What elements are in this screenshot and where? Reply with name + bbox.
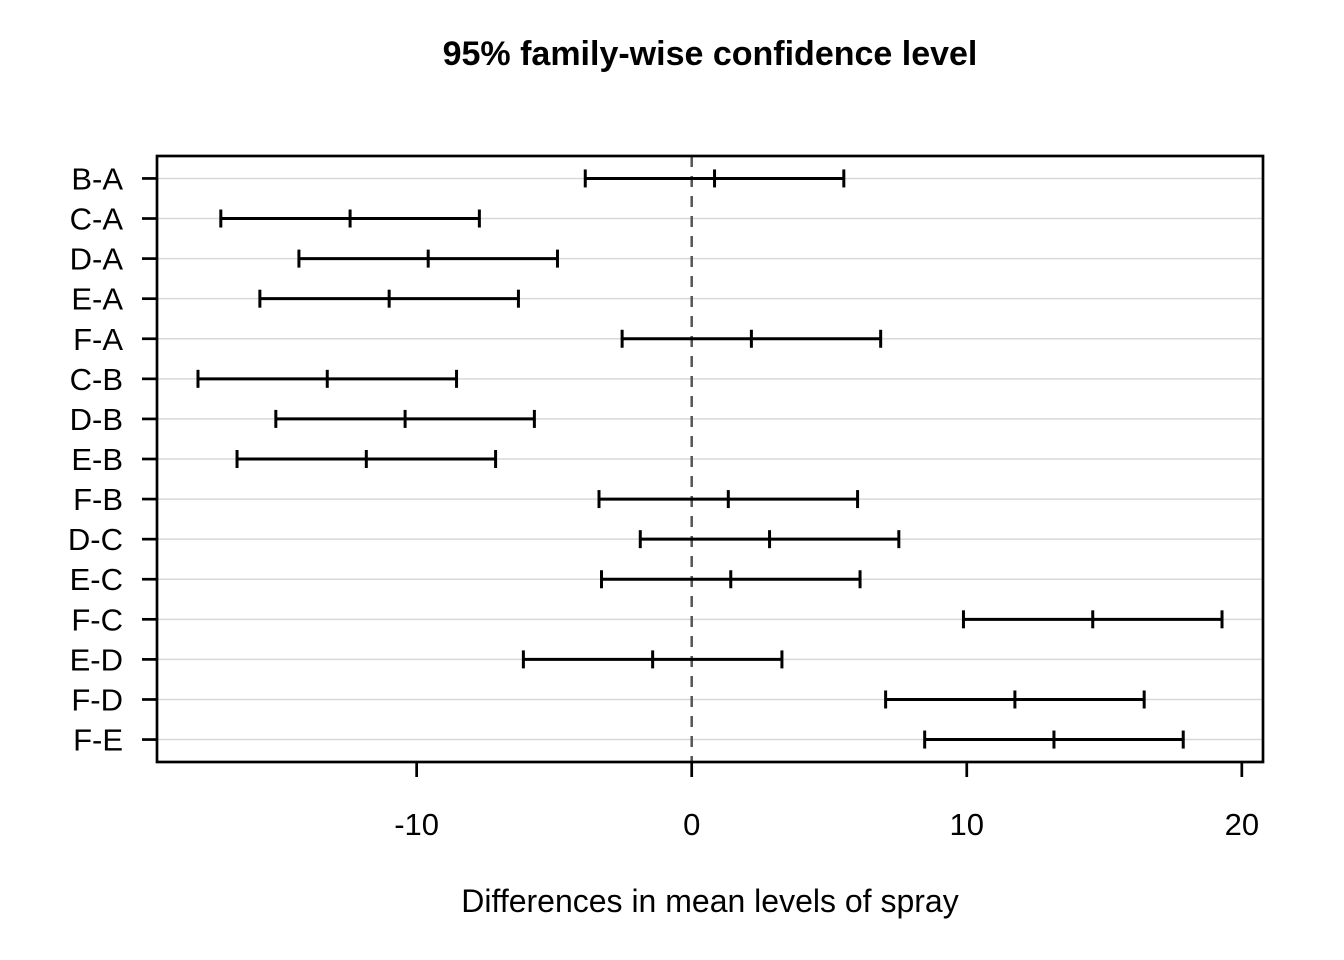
- y-axis-tick-label: F-B: [73, 482, 123, 517]
- chart-title: 95% family-wise confidence level: [442, 35, 978, 73]
- y-axis-tick-label: F-E: [73, 723, 123, 758]
- y-axis-tick-label: F-C: [71, 602, 123, 637]
- x-axis-label: Differences in mean levels of spray: [461, 883, 959, 919]
- y-axis-tick-label: C-A: [70, 202, 124, 237]
- y-axis-tick-label: C-B: [70, 362, 123, 397]
- y-axis-tick-label: E-A: [71, 282, 123, 317]
- x-axis-tick-label: 0: [683, 807, 700, 842]
- y-axis-tick-label: D-C: [68, 522, 123, 557]
- y-axis-tick-label: E-B: [71, 442, 123, 477]
- x-axis-tick-label: -10: [394, 807, 439, 842]
- y-axis-tick-label: B-A: [71, 161, 123, 196]
- y-axis-tick-label: D-B: [70, 402, 123, 437]
- y-axis-tick-label: D-A: [70, 242, 124, 277]
- x-axis-tick-label: 20: [1225, 807, 1259, 842]
- y-axis-tick-label: F-D: [71, 682, 123, 717]
- x-axis-tick-label: 10: [950, 807, 984, 842]
- y-axis-tick-label: E-D: [70, 642, 123, 677]
- y-axis-tick-label: E-C: [70, 562, 123, 597]
- y-axis-tick-label: F-A: [73, 322, 123, 357]
